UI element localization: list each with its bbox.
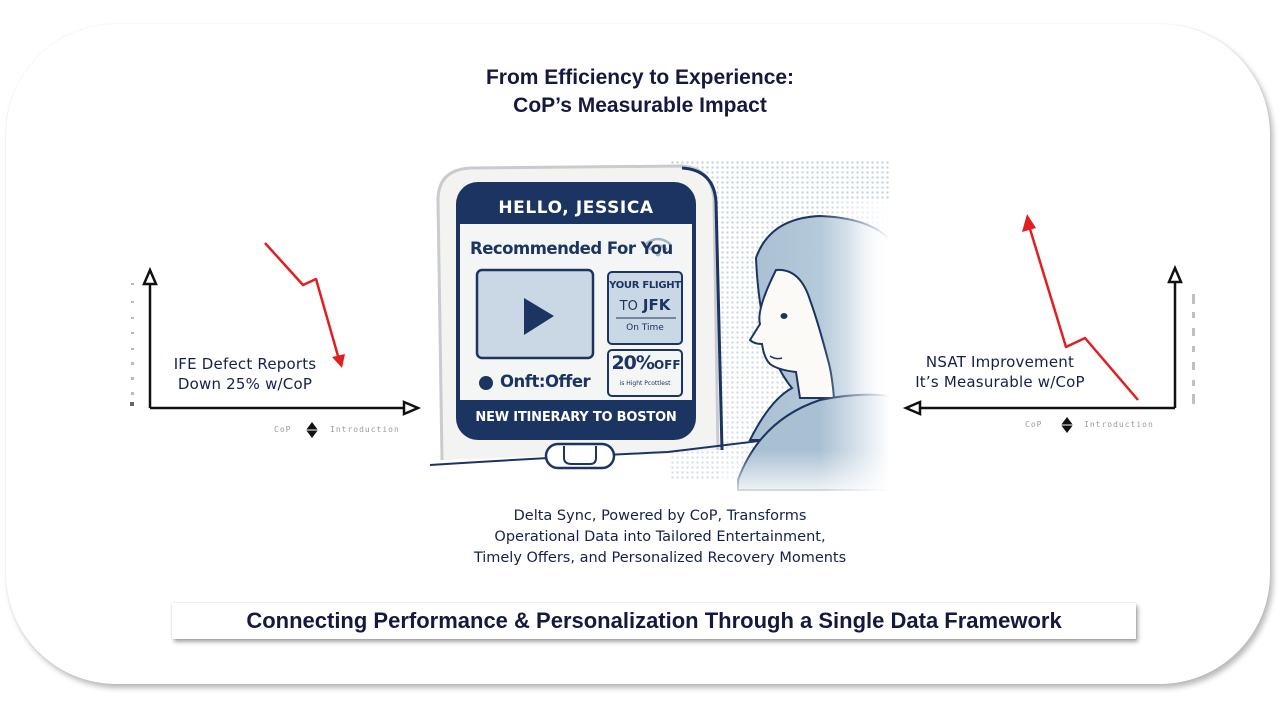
y-axis-arrow-icon [1167,264,1183,284]
flight-status: On Time [626,323,664,333]
framework-banner: Connecting Performance & Personalization… [172,603,1136,639]
left-chart-label-line-2: Down 25% w/CoP [177,375,313,393]
trend-up-arrow-icon [1022,214,1036,232]
right-x-tick-right: Introduction [1084,420,1154,429]
right-chart-label: NSAT Improvement It’s Measurable w/CoP [895,352,1105,392]
left-x-tick-left: CoP [274,425,292,434]
discount-subtext: is Hight Pcottlest [619,380,671,387]
wifi-icon [644,237,672,251]
flight-card [607,271,683,345]
slide-title: From Efficiency to Experience: CoP’s Mea… [0,64,1280,120]
right-x-tick-left: CoP [1025,420,1043,429]
caption-line-3: Timely Offers, and Personalized Recovery… [473,550,847,566]
right-chart-graphic [902,214,1195,433]
title-line-2: CoP’s Measurable Impact [513,94,767,117]
right-chart-label-line-2: It’s Measurable w/CoP [915,373,1085,391]
bullet-dot-icon [479,376,493,390]
title-line-1: From Efficiency to Experience: [485,66,795,89]
left-chart-label-line-1: IFE Defect Reports [173,355,317,373]
y-axis-ticks [1192,294,1195,404]
discount-value: 20% [611,352,654,374]
discount-suffix: OFF [653,358,681,372]
discount-headline: 20%OFF [610,352,682,374]
left-chart-graphic [130,242,422,438]
caption-line-1: Delta Sync, Powered by CoP, Transforms [513,508,807,524]
offer-label[interactable]: Onft:Offer [500,372,591,391]
illustration-caption: Delta Sync, Powered by CoP, Transforms O… [400,506,920,569]
y-axis-arrow-icon [142,266,158,286]
discount-card [607,349,683,397]
caption-line-2: Operational Data into Tailored Entertain… [494,529,826,545]
flight-card-to: TO [619,299,638,314]
x-axis-arrow-icon [402,400,422,416]
greeting-header: HELLO, JESSICA [498,198,654,218]
y-axis-ticks [130,283,134,406]
recommended-title: Recommended For You [470,239,673,258]
passenger-face [748,268,836,399]
trend-down-arrow-icon [332,354,345,368]
itinerary-footer[interactable]: NEW ITINERARY TO BOSTON [475,410,677,425]
ife-illustration: HELLO, JESSICA Recommended For You YOUR … [420,160,890,500]
right-chart-label-line-1: NSAT Improvement [925,353,1075,371]
flight-card-line-2: TO JFK [608,295,682,314]
left-chart-label: IFE Defect Reports Down 25% w/CoP [150,354,340,394]
flight-card-line-1: YOUR FLIGHT [609,280,681,291]
left-x-tick-right: Introduction [330,425,400,434]
play-icon [524,298,554,335]
flight-card-destination: JFK [642,296,671,314]
x-axis-arrow-icon [902,400,922,416]
illustration-graphic [420,160,890,500]
